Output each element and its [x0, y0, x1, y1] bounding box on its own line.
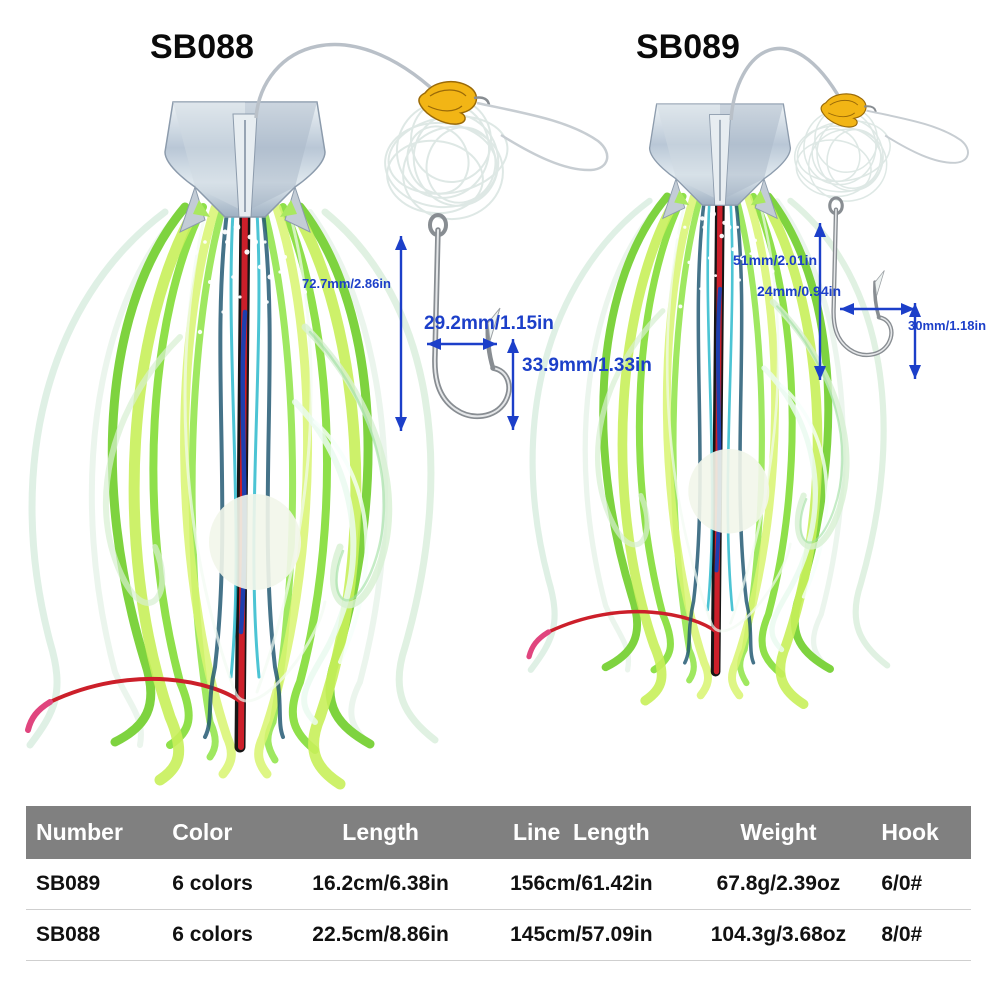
svg-text:72.7mm/2.86in: 72.7mm/2.86in	[302, 276, 391, 291]
svg-text:30mm/1.18in: 30mm/1.18in	[908, 318, 986, 333]
svg-text:51mm/2.01in: 51mm/2.01in	[733, 252, 817, 268]
svg-text:29.2mm/1.15in: 29.2mm/1.15in	[424, 313, 554, 334]
svg-text:SB088: SB088	[150, 28, 254, 66]
svg-text:24mm/0.94in: 24mm/0.94in	[757, 283, 841, 299]
svg-text:SB089: SB089	[636, 28, 740, 66]
svg-text:33.9mm/1.33in: 33.9mm/1.33in	[522, 355, 652, 376]
